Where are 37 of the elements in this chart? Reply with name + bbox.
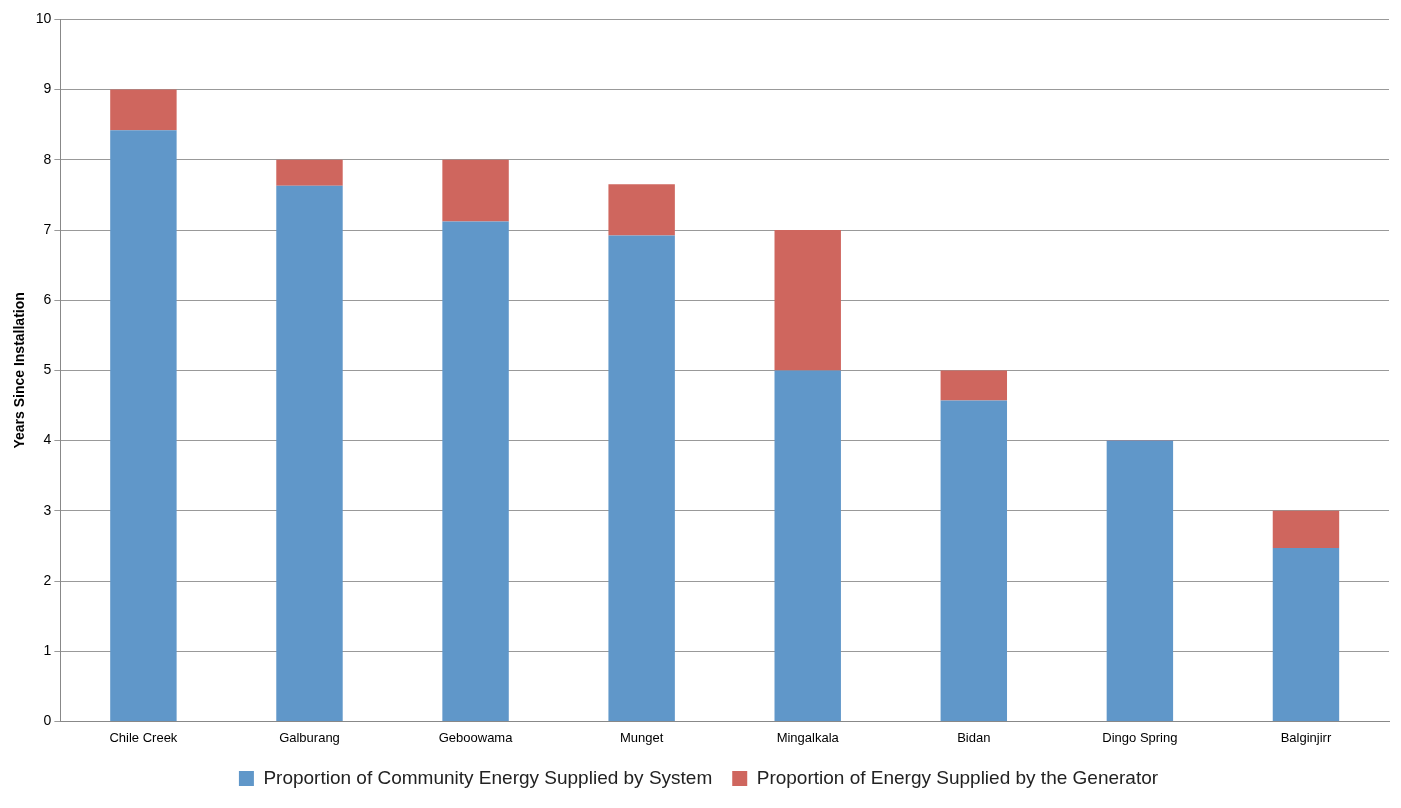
bar	[608, 184, 675, 236]
x-tick-label: Dingo Spring	[1102, 729, 1178, 745]
bar	[276, 159, 343, 186]
y-tick-label: 0	[43, 712, 52, 729]
y-tick-label: 9	[43, 80, 52, 97]
bar	[442, 159, 509, 222]
y-tick-label: 3	[43, 501, 52, 518]
bar	[276, 185, 343, 721]
bar	[608, 235, 675, 721]
y-tick-label: 1	[43, 642, 52, 659]
bar	[1272, 548, 1340, 721]
bar	[940, 400, 1008, 721]
bar	[110, 89, 177, 131]
bar	[1272, 510, 1340, 549]
x-tick-label: Balginjirr	[1280, 729, 1332, 745]
y-tick-label: 7	[43, 220, 52, 237]
bar	[774, 230, 841, 371]
x-tick-label: Chile Creek	[109, 729, 178, 745]
y-tick-label: 10	[35, 10, 52, 27]
y-tick-label: 6	[43, 291, 52, 308]
y-tick-label: 4	[43, 431, 52, 448]
bar	[940, 370, 1008, 401]
x-tick-label: Munget	[619, 729, 664, 745]
bar	[774, 370, 841, 721]
y-tick-label: 5	[43, 361, 52, 378]
x-tick-label: Galburang	[279, 729, 340, 745]
bar	[110, 130, 177, 721]
x-tick-label: Geboowama	[438, 729, 514, 745]
y-tick-label: 2	[43, 571, 52, 588]
x-tick-label: Mingalkala	[776, 729, 840, 745]
y-tick-label: 8	[43, 150, 52, 167]
bar	[1106, 440, 1174, 721]
bar	[442, 221, 509, 721]
y-axis-title: Years Since Installation	[11, 292, 28, 449]
x-tick-label: Bidan	[957, 729, 991, 745]
legend-label: Proportion of Energy Supplied by the Generator	[756, 766, 1159, 788]
legend-label: Proportion of Community Energy Supplied by System	[263, 766, 713, 788]
